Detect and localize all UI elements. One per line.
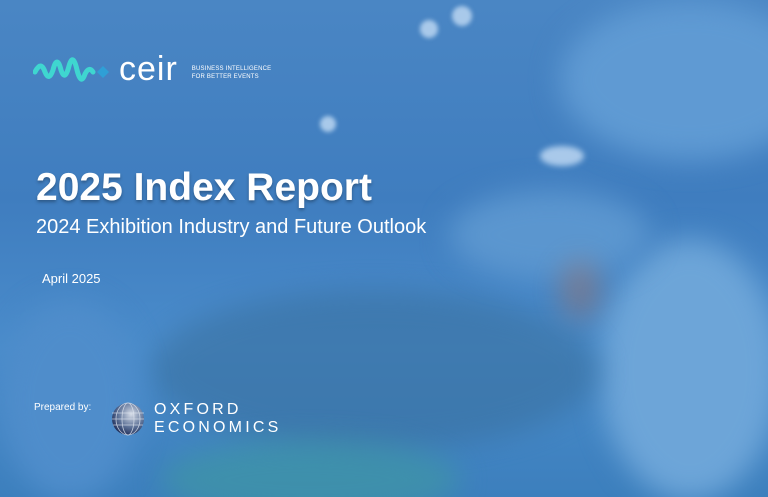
prepared-by-label: Prepared by: [34, 402, 92, 413]
logo-wordmark: ceir [119, 50, 178, 88]
partner-line-1: OXFORD [154, 401, 242, 418]
partner-line-2: ECONOMICS [154, 419, 282, 436]
report-date: April 2025 [42, 271, 101, 286]
tagline-line-2: FOR BETTER EVENTS [191, 74, 259, 80]
oxford-economics-logo: OXFORD ECONOMICS [110, 401, 281, 437]
tagline-line-1: BUSINESS INTELLIGENCE [191, 66, 272, 72]
partner-name: OXFORD ECONOMICS [154, 401, 281, 437]
globe-icon [112, 402, 144, 436]
wave-logo-icon [33, 57, 109, 82]
report-subtitle: 2024 Exhibition Industry and Future Outl… [36, 216, 427, 238]
ceir-logo: ceir BUSINESS INTELLIGENCE FOR BETTER EV… [33, 52, 271, 86]
report-title: 2025 Index Report [36, 166, 372, 209]
logo-tagline: BUSINESS INTELLIGENCE FOR BETTER EVENTS [192, 65, 272, 81]
